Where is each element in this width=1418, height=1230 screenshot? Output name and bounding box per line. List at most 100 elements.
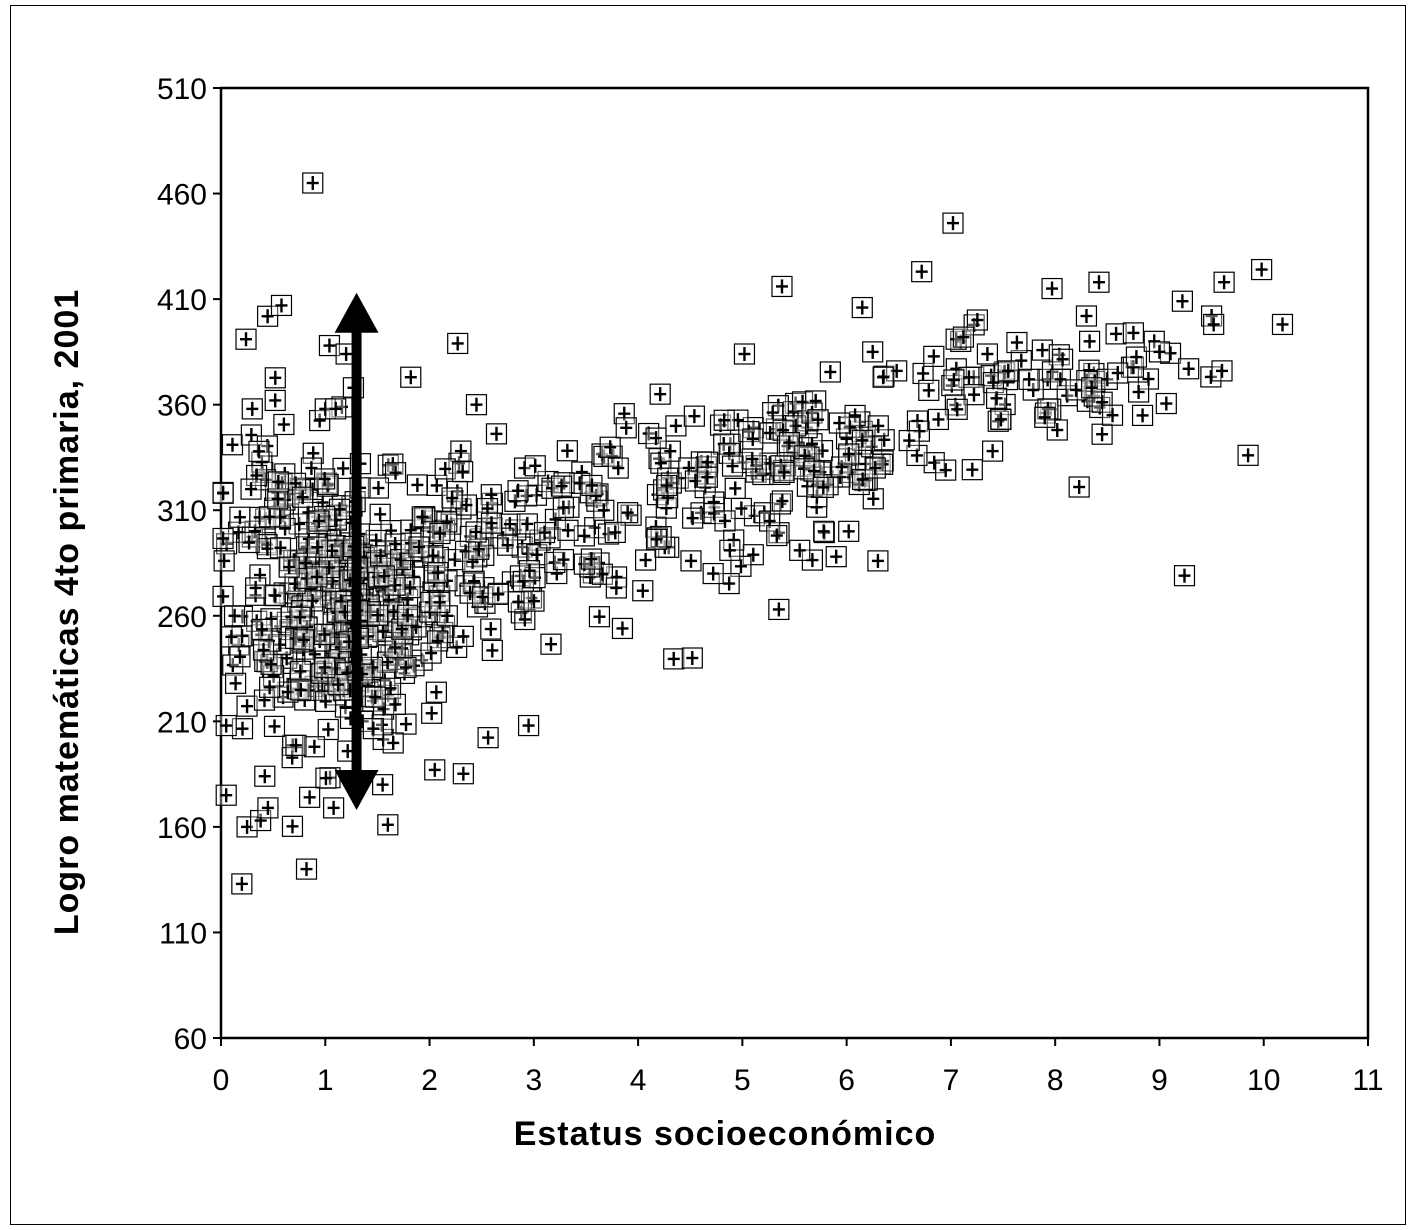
data-point	[231, 718, 254, 740]
data-point	[450, 440, 472, 462]
data-point	[285, 734, 307, 756]
data-point	[1200, 366, 1222, 388]
data-point	[318, 556, 340, 579]
y-axis-title: Logro matemáticas 4to primaria, 2001	[48, 289, 86, 935]
data-point	[427, 630, 449, 652]
data-point	[1018, 368, 1040, 390]
data-point	[1081, 377, 1103, 399]
data-points	[212, 172, 1294, 895]
data-point	[952, 326, 975, 348]
data-point	[465, 394, 488, 416]
data-point	[730, 497, 752, 520]
data-point	[945, 358, 967, 380]
data-point	[446, 636, 468, 659]
data-point	[1131, 404, 1154, 427]
x-tick-label: 0	[213, 1064, 230, 1097]
data-point	[444, 548, 466, 571]
data-point	[372, 774, 394, 796]
data-point	[524, 455, 546, 477]
data-point	[544, 508, 567, 531]
data-point	[461, 551, 484, 573]
data-point	[724, 477, 746, 499]
data-point	[741, 448, 763, 470]
data-point	[397, 604, 419, 626]
data-point	[221, 434, 244, 456]
data-point	[526, 544, 548, 566]
data-point	[597, 523, 620, 545]
data-point	[250, 809, 272, 832]
data-point	[274, 489, 296, 511]
data-point	[429, 591, 451, 613]
data-point	[447, 332, 469, 355]
data-point	[264, 367, 286, 389]
data-point	[867, 415, 889, 437]
data-point	[1084, 370, 1106, 393]
data-point	[696, 466, 718, 488]
data-point	[290, 679, 312, 701]
data-point	[240, 424, 262, 446]
data-point	[1006, 331, 1028, 354]
data-point	[384, 574, 406, 596]
data-point	[480, 512, 503, 534]
data-point	[768, 598, 790, 621]
data-point	[819, 361, 841, 383]
y-tick-label: 60	[174, 1023, 207, 1056]
data-point	[1046, 419, 1068, 441]
data-point	[468, 538, 490, 560]
data-point	[719, 539, 741, 561]
data-point	[615, 417, 637, 439]
data-point	[514, 608, 536, 631]
data-point	[518, 714, 540, 737]
y-tick-label: 410	[157, 284, 207, 317]
data-point	[659, 440, 681, 462]
data-point	[1065, 379, 1087, 401]
data-point	[645, 427, 667, 449]
y-tick-label: 510	[157, 73, 207, 106]
data-point	[251, 618, 273, 640]
data-point	[477, 727, 499, 749]
data-point	[306, 566, 328, 588]
data-point	[556, 440, 578, 462]
data-point	[599, 436, 621, 458]
data-point	[289, 660, 312, 682]
data-point	[301, 590, 324, 612]
data-point	[1105, 323, 1127, 345]
y-axis: 60 110 160 210 260 310 360 410 460 510	[157, 73, 221, 1056]
data-point	[713, 409, 735, 431]
data-point	[1107, 362, 1129, 384]
data-point	[212, 527, 234, 550]
data-point	[943, 369, 965, 391]
data-point	[604, 521, 626, 544]
data-point	[278, 556, 300, 578]
data-point	[212, 585, 234, 607]
data-point	[946, 398, 968, 420]
data-point	[807, 409, 829, 431]
data-point	[434, 458, 456, 480]
data-point	[212, 482, 234, 504]
data-point	[452, 763, 474, 785]
data-point	[982, 440, 1004, 462]
data-point	[862, 488, 884, 510]
data-point	[264, 389, 286, 412]
y-tick-label: 310	[157, 495, 207, 528]
data-point	[270, 294, 293, 317]
data-point	[452, 625, 474, 647]
data-point	[452, 461, 474, 483]
data-point	[681, 647, 703, 669]
data-point	[241, 398, 263, 420]
data-point	[1091, 423, 1113, 445]
data-point	[852, 468, 874, 491]
data-point	[314, 656, 336, 679]
data-point	[607, 457, 629, 479]
data-point	[873, 429, 895, 451]
data-point	[552, 497, 574, 519]
data-point	[762, 401, 784, 424]
data-point	[377, 814, 399, 836]
data-point	[831, 456, 853, 478]
annotation	[334, 292, 379, 810]
data-point	[990, 408, 1012, 431]
data-point	[1088, 271, 1110, 293]
data-point	[281, 815, 304, 837]
data-point	[231, 873, 253, 895]
